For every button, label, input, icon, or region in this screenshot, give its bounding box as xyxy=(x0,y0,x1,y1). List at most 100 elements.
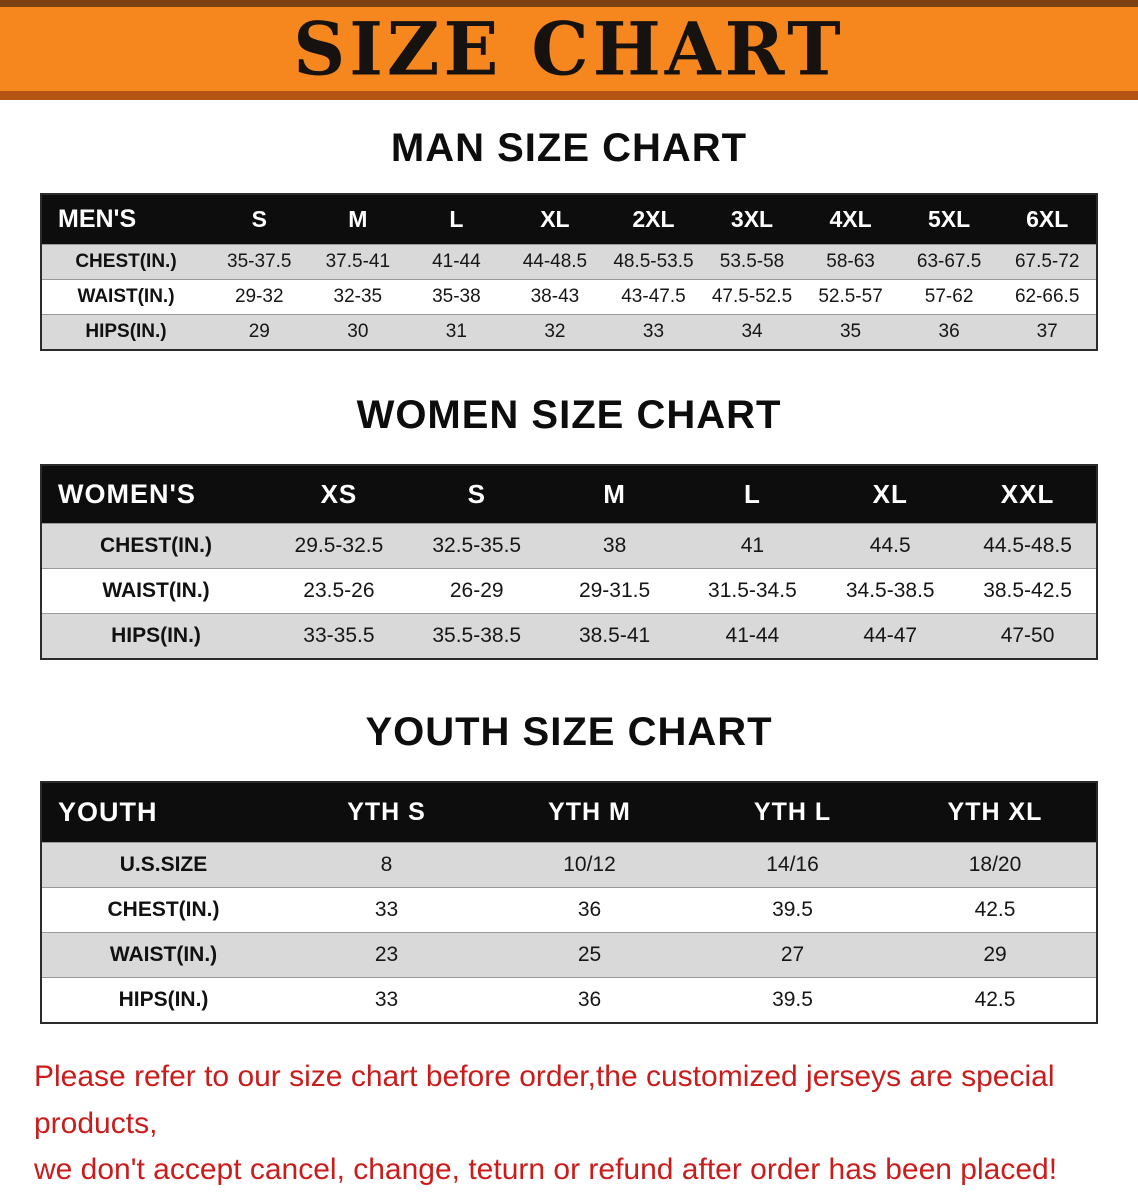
measurement-value-cell: 38.5-41 xyxy=(578,624,651,647)
measurement-value-cell: 48.5-53.5 xyxy=(613,251,694,272)
table-header-row: WOMEN'S XS S M L XL XXL xyxy=(41,465,1097,524)
measurement-value-cell: 23.5-26 xyxy=(303,579,375,602)
measurement-value-cell: 35 xyxy=(839,321,862,342)
measurement-value-cell: 14/16 xyxy=(766,853,819,876)
measurement-value-cell: 38 xyxy=(602,534,627,557)
size-column-header: 2XL xyxy=(604,194,703,245)
table-row: CHEST(IN.) 35-37.5 37.5-41 41-44 44-48.5 48.5… xyxy=(41,244,1097,280)
measurement-value-cell: 29-32 xyxy=(234,286,284,307)
size-column-header: L xyxy=(683,465,822,524)
measurement-value-cell: 41-44 xyxy=(432,251,481,272)
measurement-value-cell: 37.5-41 xyxy=(325,251,391,272)
disclaimer-line-1: Please refer to our size chart before or… xyxy=(34,1060,1055,1140)
size-column-header: 4XL xyxy=(801,194,900,245)
size-column-header: YTH XL xyxy=(894,782,1097,843)
measurement-value-cell: 36 xyxy=(577,988,602,1011)
youth-section-heading: YOUTH SIZE CHART xyxy=(365,710,773,754)
measurement-value-cell: 33 xyxy=(374,898,399,921)
measurement-value-cell: 38-43 xyxy=(530,286,580,307)
size-column-header: YTH M xyxy=(488,782,691,843)
measurement-value-cell: 47-50 xyxy=(1000,624,1055,647)
measurement-value-cell: 53.5-58 xyxy=(719,251,785,272)
measurement-value-cell: 33 xyxy=(642,321,665,342)
size-column-header: 6XL xyxy=(998,194,1097,245)
disclaimer-note: Please refer to our size chart before or… xyxy=(34,1054,1114,1194)
measurement-value-cell: 29 xyxy=(983,943,1007,966)
row-label-cell: HIPS(IN.) xyxy=(118,988,209,1011)
table-header-row: YOUTH YTH S YTH M YTH L YTH XL xyxy=(41,782,1097,843)
table-row: WAIST(IN.) 23.5-26 26-29 29-31.5 31.5-34.5 34… xyxy=(41,568,1097,614)
measurement-value-cell: 35-38 xyxy=(432,286,481,307)
measurement-value-cell: 39.5 xyxy=(772,988,813,1011)
measurement-value-cell: 39.5 xyxy=(772,898,813,921)
row-label-cell: WAIST(IN.) xyxy=(102,579,210,602)
measurement-value-cell: 62-66.5 xyxy=(1014,286,1080,307)
measurement-value-cell: 10/12 xyxy=(563,853,616,876)
table-row: WAIST(IN.) 23 25 27 29 xyxy=(41,932,1097,978)
table-title-cell: WOMEN'S xyxy=(41,465,270,524)
row-label-cell: HIPS(IN.) xyxy=(111,624,201,647)
measurement-value-cell: 8 xyxy=(380,853,393,876)
youth-size-section: YOUTH SIZE CHART YOUTH YTH S YTH M YTH L YTH… xyxy=(0,660,1138,1024)
measurement-value-cell: 41-44 xyxy=(725,624,780,647)
measurement-value-cell: 44.5-48.5 xyxy=(983,534,1072,557)
size-column-header: XL xyxy=(505,194,605,245)
men-size-section: MAN SIZE CHART MEN'S S M L XL 2XL 3XL 4XL 5XL 6XL… xyxy=(0,100,1138,351)
size-column-header: XXL xyxy=(959,465,1097,524)
measurement-value-cell: 42.5 xyxy=(974,988,1016,1011)
row-label-cell: HIPS(IN.) xyxy=(85,321,167,342)
youth-size-table: YOUTH YTH S YTH M YTH L YTH XL U.S.SIZE 8 10/12… xyxy=(40,781,1098,1024)
measurement-value-cell: 44-48.5 xyxy=(522,251,588,272)
measurement-value-cell: 29.5-32.5 xyxy=(294,534,384,557)
size-column-header: XL xyxy=(821,465,960,524)
table-row: U.S.SIZE 8 10/12 14/16 18/20 xyxy=(41,842,1097,888)
table-row: HIPS(IN.) 33 36 39.5 42.5 xyxy=(41,977,1097,1023)
measurement-value-cell: 32-35 xyxy=(333,286,383,307)
measurement-value-cell: 38.5-42.5 xyxy=(983,579,1072,602)
measurement-value-cell: 29-31.5 xyxy=(578,579,651,602)
women-section-heading: WOMEN SIZE CHART xyxy=(356,393,782,437)
women-size-section: WOMEN SIZE CHART WOMEN'S XS S M L XL XXL CHEST(… xyxy=(0,351,1138,660)
row-label-cell: WAIST(IN.) xyxy=(109,943,218,966)
size-column-header: M xyxy=(308,194,408,245)
size-column-header: 3XL xyxy=(702,194,802,245)
size-column-header: XS xyxy=(270,465,408,524)
measurement-value-cell: 32 xyxy=(544,321,566,342)
measurement-value-cell: 44.5 xyxy=(869,534,911,557)
measurement-value-cell: 35-37.5 xyxy=(227,251,292,272)
disclaimer-line-2: we don't accept cancel, change, teturn o… xyxy=(34,1153,1058,1186)
measurement-value-cell: 63-67.5 xyxy=(916,251,982,272)
table-row: WAIST(IN.) 29-32 32-35 35-38 38-43 43-47.5 47.… xyxy=(41,279,1097,315)
measurement-value-cell: 23 xyxy=(374,943,399,966)
measurement-value-cell: 43-47.5 xyxy=(621,286,686,307)
measurement-value-cell: 52.5-57 xyxy=(818,286,883,307)
measurement-value-cell: 47.5-52.5 xyxy=(711,286,793,307)
row-label-cell: CHEST(IN.) xyxy=(100,534,212,557)
measurement-value-cell: 33-35.5 xyxy=(303,624,375,647)
measurement-value-cell: 67.5-72 xyxy=(1014,251,1080,272)
measurement-value-cell: 57-62 xyxy=(924,286,974,307)
table-row: HIPS(IN.) 29 30 31 32 33 34 35 36 37 xyxy=(41,314,1097,350)
men-section-heading: MAN SIZE CHART xyxy=(390,126,748,170)
size-column-header: YTH S xyxy=(285,782,488,843)
measurement-value-cell: 18/20 xyxy=(968,853,1022,876)
size-column-header: YTH L xyxy=(691,782,894,843)
measurement-value-cell: 27 xyxy=(780,943,805,966)
table-title-cell: MEN'S xyxy=(41,194,210,245)
table-row: CHEST(IN.) 33 36 39.5 42.5 xyxy=(41,887,1097,933)
measurement-value-cell: 34.5-38.5 xyxy=(845,579,935,602)
measurement-value-cell: 41 xyxy=(740,534,765,557)
measurement-value-cell: 58-63 xyxy=(826,251,875,272)
measurement-value-cell: 26-29 xyxy=(449,579,504,602)
measurement-value-cell: 31.5-34.5 xyxy=(708,579,797,602)
measurement-value-cell: 32.5-35.5 xyxy=(432,534,522,557)
measurement-value-cell: 36 xyxy=(938,321,960,342)
size-column-header: M xyxy=(545,465,684,524)
men-size-table: MEN'S S M L XL 2XL 3XL 4XL 5XL 6XL CHEST(IN.) 35-37… xyxy=(40,193,1098,351)
row-label-cell: CHEST(IN.) xyxy=(75,251,177,272)
table-row: HIPS(IN.) 33-35.5 35.5-38.5 38.5-41 41-44 44-… xyxy=(41,613,1097,659)
measurement-value-cell: 31 xyxy=(445,321,467,342)
table-row: CHEST(IN.) 29.5-32.5 32.5-35.5 38 41 44.5 44.5… xyxy=(41,523,1097,569)
measurement-value-cell: 42.5 xyxy=(974,898,1016,921)
row-label-cell: U.S.SIZE xyxy=(119,853,208,876)
